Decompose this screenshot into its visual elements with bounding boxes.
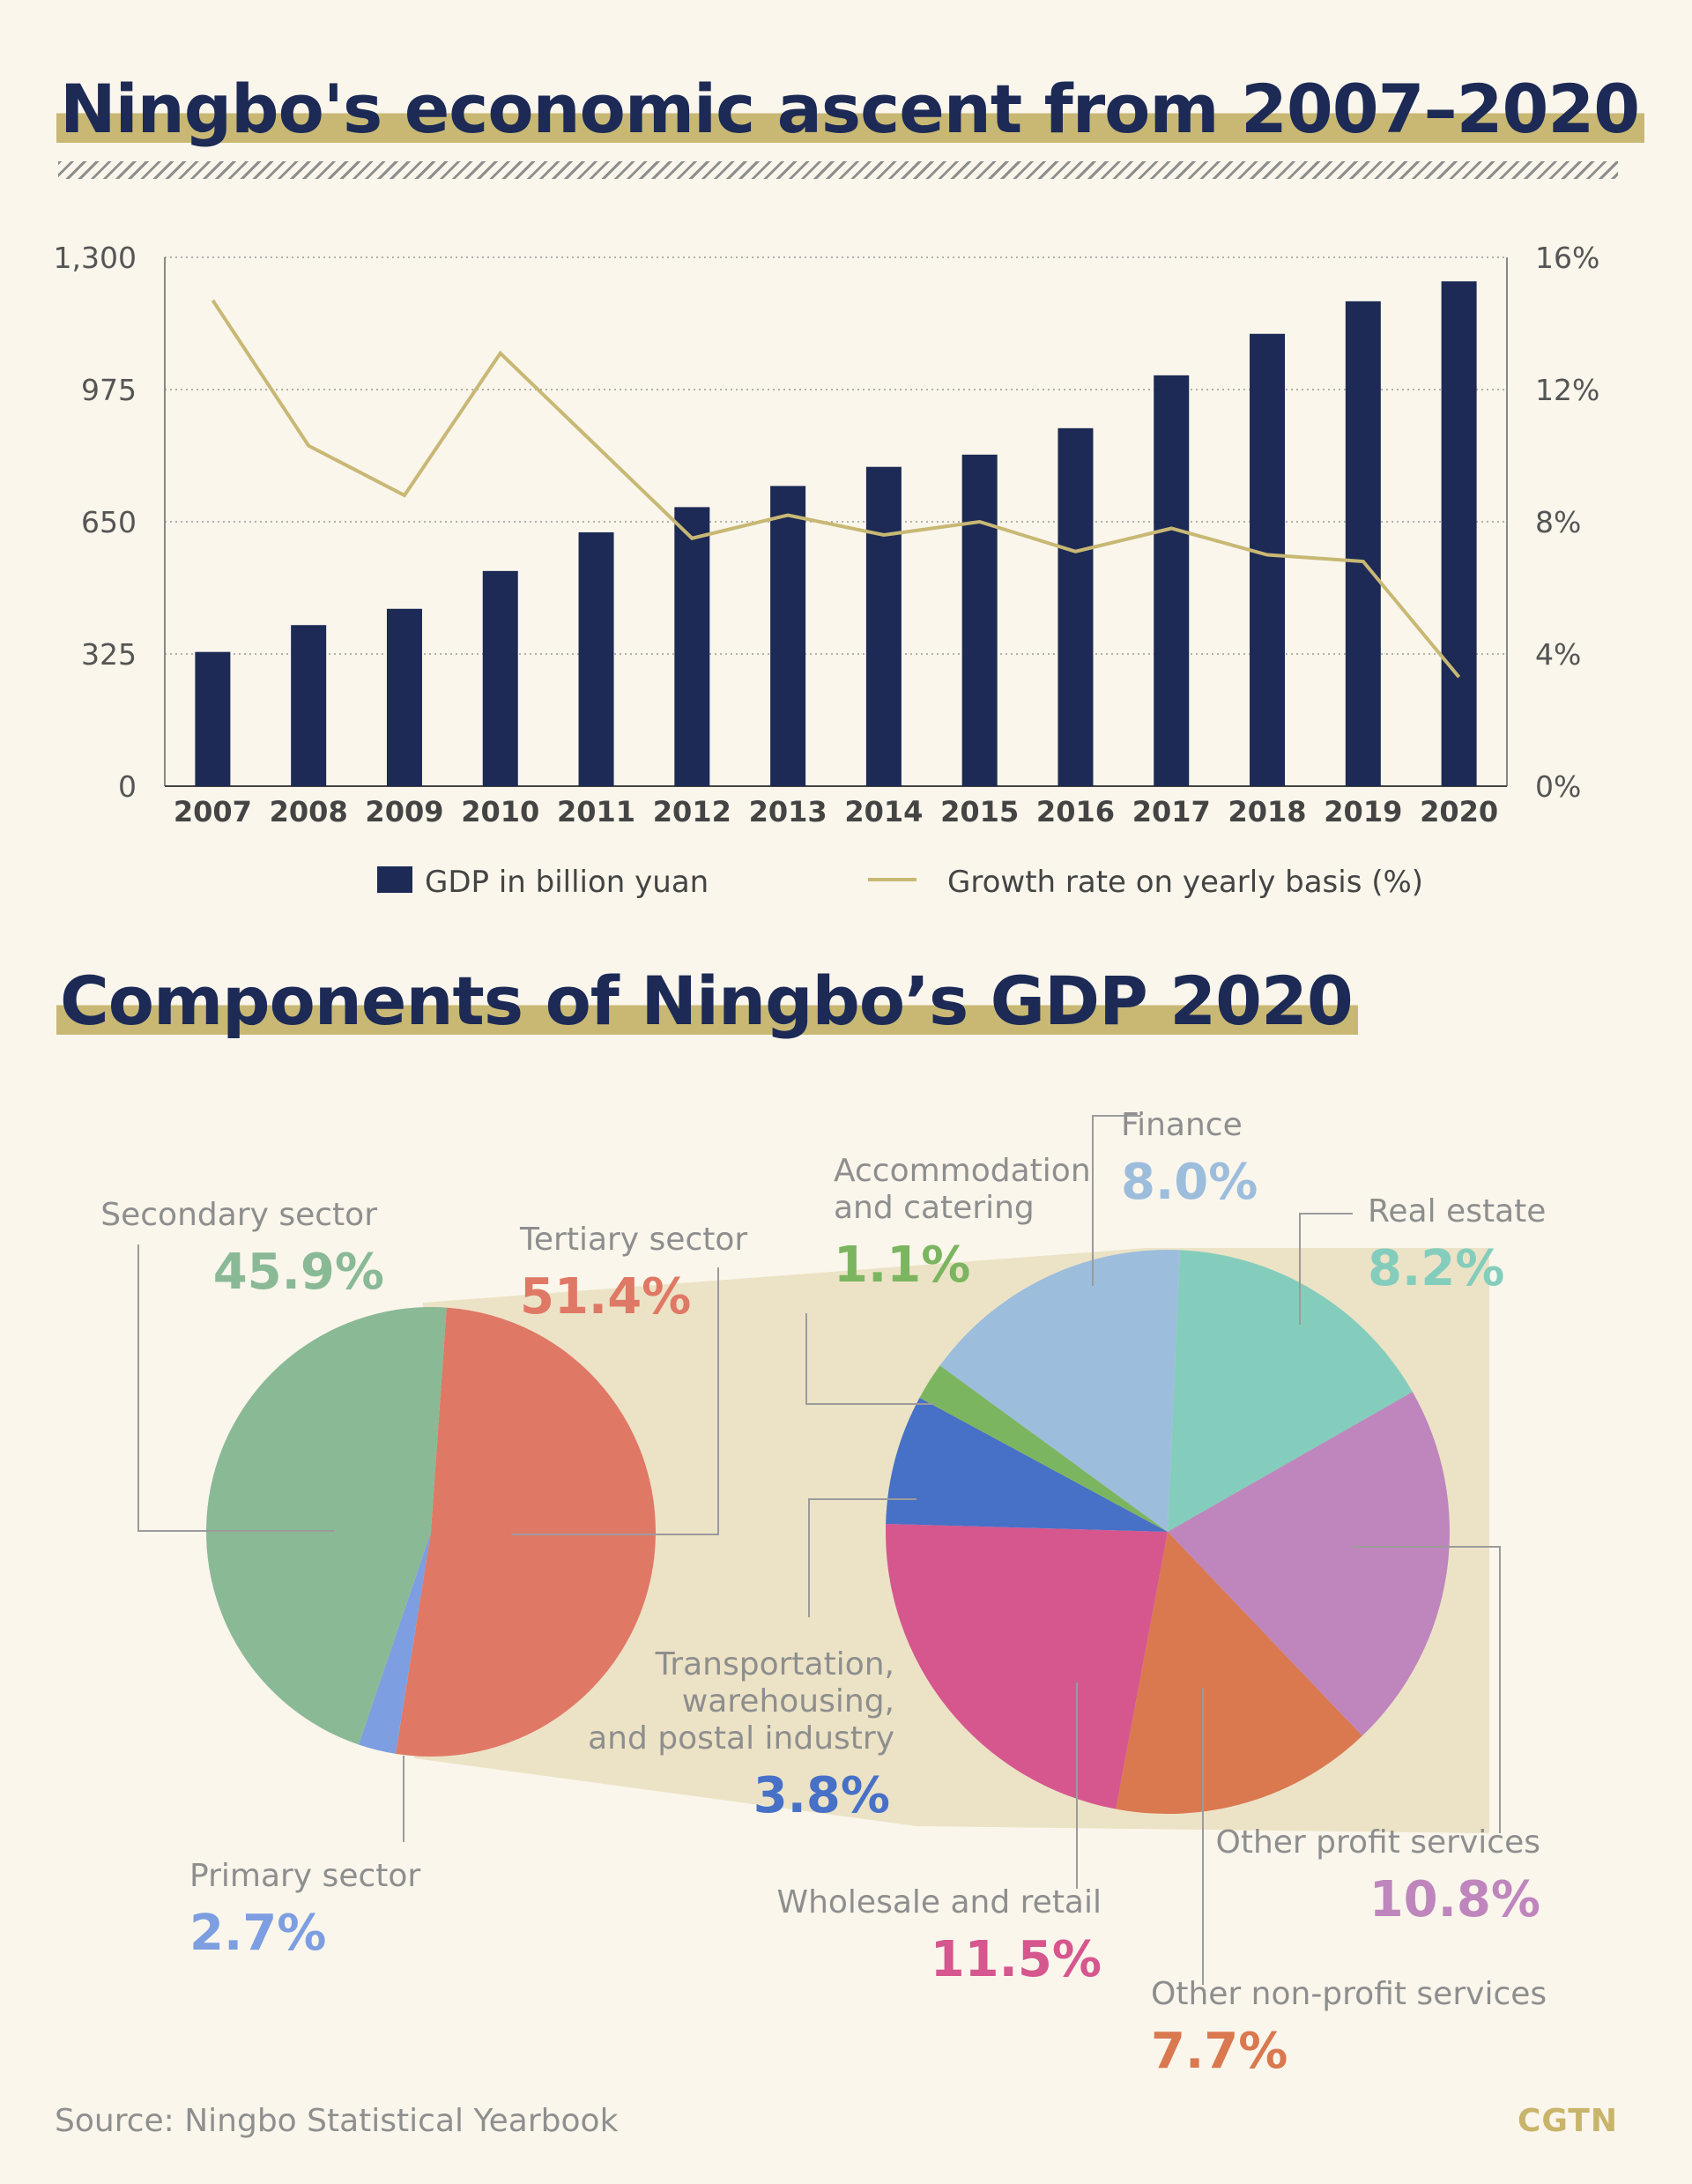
leader-line	[808, 1498, 916, 1617]
tertiary-breakdown-pie-slice	[919, 1365, 1168, 1532]
tertiary-breakdown-pie-slice	[886, 1397, 1168, 1532]
leader-line	[137, 1244, 335, 1532]
x-tick-label: 2020	[1420, 795, 1498, 828]
y-right-tick-label: 4%	[1535, 637, 1581, 672]
brand-logo: CGTN	[1517, 2103, 1618, 2139]
slice-label: Primary sector	[189, 1858, 420, 1894]
y-left-tick-label: 975	[81, 373, 137, 407]
bar	[386, 608, 422, 786]
slice-value-label: 45.9%	[213, 1244, 384, 1301]
main-title: Ningbo's economic ascent from 2007–2020	[56, 76, 1645, 143]
sector-pie-slice	[206, 1307, 447, 1745]
slice-label: Real estate	[1368, 1193, 1546, 1229]
bar	[291, 625, 327, 786]
leader-line	[1092, 1115, 1141, 1286]
x-tick-label: 2012	[653, 795, 731, 828]
slice-value-label: 2.7%	[189, 1905, 326, 1962]
bar	[1441, 281, 1477, 786]
y-left-tick-label: 650	[81, 505, 137, 539]
bar	[578, 532, 614, 786]
x-tick-label: 2019	[1324, 795, 1402, 828]
leader-line	[511, 1267, 719, 1535]
x-tick-label: 2010	[461, 795, 539, 828]
slice-label: Finance	[1121, 1107, 1243, 1143]
y-left-tick-label: 0	[118, 769, 137, 804]
slice-label: Secondary sector	[100, 1197, 377, 1233]
slice-label: Other profit services	[1216, 1824, 1541, 1861]
x-tick-label: 2008	[270, 795, 348, 828]
bar	[1345, 301, 1381, 786]
bar	[770, 486, 806, 786]
x-tick-label: 2013	[749, 795, 827, 828]
bar	[1250, 333, 1286, 786]
legend-label-gdp: GDP in billion yuan	[425, 865, 709, 900]
x-tick-label: 2015	[940, 795, 1019, 828]
slice-value-label: 10.8%	[1369, 1871, 1540, 1928]
x-tick-label: 2014	[844, 795, 923, 828]
source-note: Source: Ningbo Statistical Yearbook	[55, 2103, 619, 2139]
bar	[1154, 375, 1190, 786]
tertiary-breakdown-pie-slice	[1168, 1250, 1413, 1532]
slice-value-label: 8.0%	[1121, 1154, 1258, 1211]
section-title: Components of Ningbo’s GDP 2020	[56, 968, 1358, 1035]
y-right-tick-label: 8%	[1535, 505, 1581, 539]
slice-label: Accommodation	[834, 1153, 1091, 1189]
slice-label: Tertiary sector	[519, 1222, 747, 1258]
tertiary-breakdown-pie-slice	[886, 1523, 1168, 1809]
slice-label: Wholesale and retail	[776, 1884, 1102, 1920]
slice-value-label: 51.4%	[520, 1268, 691, 1326]
bar	[865, 466, 902, 786]
sector-pie-slice	[395, 1307, 657, 1757]
sector-pie-slice	[358, 1532, 431, 1754]
bar	[482, 570, 518, 786]
legend-label-growth: Growth rate on yearly basis (%)	[947, 865, 1423, 900]
slice-value-label: 1.1%	[834, 1237, 970, 1294]
bar	[195, 651, 231, 786]
leader-line	[1299, 1213, 1353, 1325]
tertiary-breakdown-pie-slice	[1168, 1392, 1450, 1736]
leader-line	[1353, 1546, 1501, 1833]
hatch-divider	[58, 161, 1618, 179]
legend-swatch-gdp	[377, 866, 412, 893]
x-tick-label: 2007	[174, 795, 252, 828]
slice-label: Other non-profit services	[1151, 1976, 1547, 2012]
tertiary-breakdown-pie-slice	[1116, 1532, 1362, 1815]
x-tick-label: 2017	[1132, 795, 1211, 828]
bar	[961, 454, 998, 786]
x-tick-label: 2009	[365, 795, 443, 828]
slice-label: warehousing,	[682, 1683, 894, 1720]
tertiary-breakdown-pie-slice	[939, 1250, 1180, 1532]
x-tick-label: 2016	[1036, 795, 1115, 828]
leader-line	[805, 1313, 934, 1405]
y-left-tick-label: 1,300	[54, 241, 137, 275]
y-right-tick-label: 12%	[1535, 373, 1599, 407]
y-right-tick-label: 0%	[1535, 769, 1581, 804]
y-left-tick-label: 325	[81, 637, 137, 672]
x-tick-label: 2011	[557, 795, 635, 828]
slice-value-label: 3.8%	[753, 1767, 890, 1824]
bar	[674, 507, 710, 786]
slice-label: and catering	[834, 1190, 1035, 1226]
bar	[1058, 427, 1094, 786]
slice-value-label: 11.5%	[931, 1931, 1102, 1988]
slice-label: and postal industry	[588, 1720, 894, 1757]
slice-value-label: 7.7%	[1151, 2023, 1288, 2080]
slice-label: Transportation,	[655, 1646, 894, 1683]
y-right-tick-label: 16%	[1535, 241, 1599, 275]
x-tick-label: 2018	[1228, 795, 1307, 828]
growth-rate-line	[211, 299, 1461, 679]
slice-value-label: 8.2%	[1368, 1240, 1504, 1297]
